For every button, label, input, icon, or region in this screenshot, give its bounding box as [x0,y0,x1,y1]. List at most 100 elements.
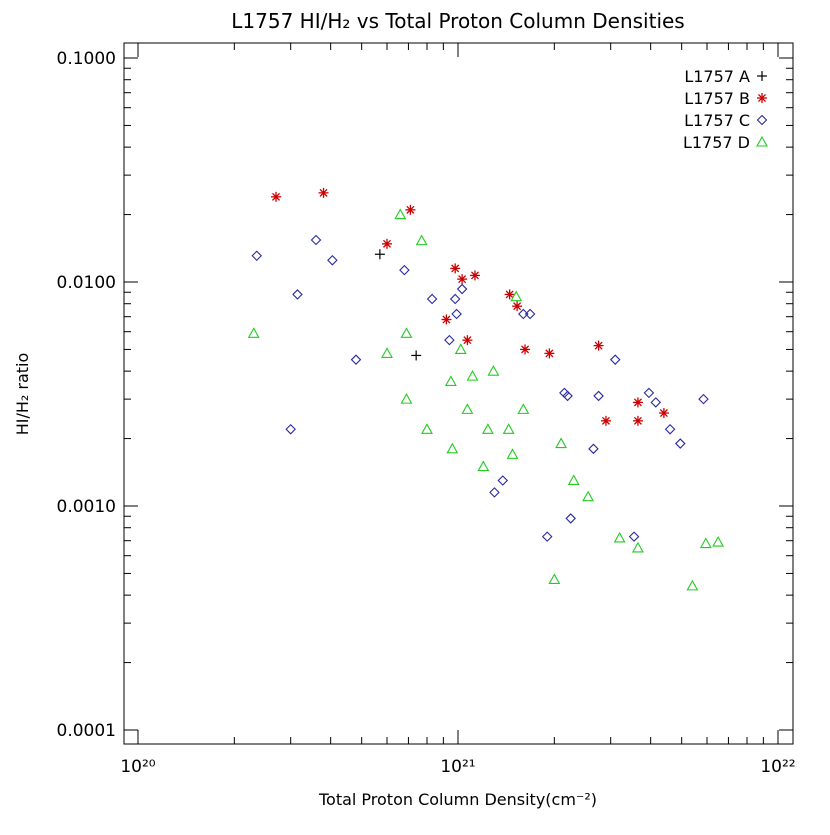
point-series-c-19 [565,513,576,524]
legend-label-d: L1757 D [683,133,750,152]
legend-label-c: L1757 C [684,111,750,130]
point-series-c-27 [674,438,686,449]
point-series-c-20 [588,443,599,455]
y-axis-label: HI/H₂ ratio [13,353,32,436]
point-series-b-2 [382,238,393,249]
legend-marker-c [756,114,768,126]
legend-label-b: L1757 B [684,89,750,108]
point-series-d-27 [712,535,725,547]
point-series-d-12 [477,460,490,472]
point-series-c-11 [456,283,468,295]
point-series-c-13 [497,475,509,486]
point-series-c-10 [451,308,462,320]
point-series-d-9 [454,343,467,354]
point-series-d-22 [582,490,595,502]
point-series-c-3 [310,234,322,246]
point-series-b-0 [271,191,282,202]
point-series-b-3 [405,204,416,215]
point-series-d-18 [517,403,530,414]
point-series-d-6 [421,423,433,434]
legend-marker-d [756,135,768,147]
point-series-b-14 [600,415,611,426]
point-series-b-4 [441,314,452,325]
point-series-c-1 [285,424,296,435]
point-series-d-26 [699,537,712,549]
point-series-d-2 [394,208,407,220]
x-tick-label-1e22: 10²² [760,757,795,777]
point-series-c-6 [399,264,410,276]
point-series-c-21 [593,390,604,402]
point-series-b-15 [632,397,643,408]
point-series-c-14 [518,308,529,320]
point-series-c-18 [562,390,573,402]
point-series-b-5 [450,263,461,274]
point-series-c-22 [609,354,621,365]
point-series-b-10 [512,301,523,312]
point-series-c-5 [350,354,362,365]
point-series-b-8 [469,270,480,281]
point-series-d-1 [381,347,393,358]
point-series-c-23 [628,531,640,542]
point-series-c-9 [449,293,461,305]
point-series-c-25 [650,397,662,408]
point-series-d-14 [487,365,500,376]
point-series-d-24 [631,541,644,553]
axis-ticks [124,43,793,744]
x-tick-label-1e20: 10²⁰ [120,757,155,777]
legend-label-a: L1757 A [684,67,750,86]
point-series-d-17 [510,290,523,302]
legend-markers [756,71,768,147]
point-series-d-8 [446,442,459,454]
point-series-d-25 [686,579,699,591]
point-series-a-0 [374,249,385,260]
point-series-b-16 [632,415,643,426]
point-series-d-0 [247,327,260,338]
point-series-b-17 [658,408,669,419]
legend: L1757 A L1757 B L1757 C L1757 D [683,67,768,152]
point-series-c-24 [643,387,655,399]
point-series-d-10 [461,403,474,414]
point-series-c-16 [541,531,553,542]
point-series-d-16 [506,448,519,459]
y-tick-label-0.0010: 0.0010 [57,497,116,517]
point-series-b-12 [544,348,555,359]
point-series-c-7 [426,293,438,305]
chart-title: L1757 HI/H₂ vs Total Proton Column Densi… [231,9,684,33]
y-tick-label-0.0100: 0.0100 [57,273,116,293]
point-series-c-28 [698,393,709,405]
point-series-d-23 [613,531,626,543]
data-points [247,187,725,591]
x-tick-label-1e21: 10²¹ [440,757,475,777]
point-series-d-21 [567,474,580,486]
point-series-b-6 [457,274,468,285]
x-axis-label: Total Proton Column Density(cm⁻²) [318,790,597,809]
point-series-c-12 [489,487,500,498]
legend-marker-b [757,93,767,103]
point-series-c-15 [524,308,536,320]
y-tick-label-0.1000: 0.1000 [57,49,116,69]
point-series-b-13 [593,340,604,351]
point-series-b-1 [318,187,329,198]
point-series-d-13 [481,423,494,434]
point-series-d-5 [415,234,428,246]
point-series-d-19 [548,573,561,585]
point-series-d-4 [400,392,413,404]
legend-marker-a [757,71,767,81]
point-series-c-26 [664,424,676,435]
point-series-c-4 [327,255,338,266]
point-series-d-11 [466,369,479,381]
point-series-c-0 [251,250,263,262]
y-tick-label-0.0001: 0.0001 [57,721,116,741]
point-series-d-7 [444,375,457,386]
point-series-b-9 [504,289,515,300]
point-series-d-15 [502,423,515,434]
point-series-d-20 [555,437,568,449]
point-series-b-7 [462,335,473,346]
point-series-a-1 [411,350,422,361]
point-series-c-2 [292,289,303,300]
point-series-d-3 [400,327,413,338]
point-series-c-8 [444,334,455,346]
